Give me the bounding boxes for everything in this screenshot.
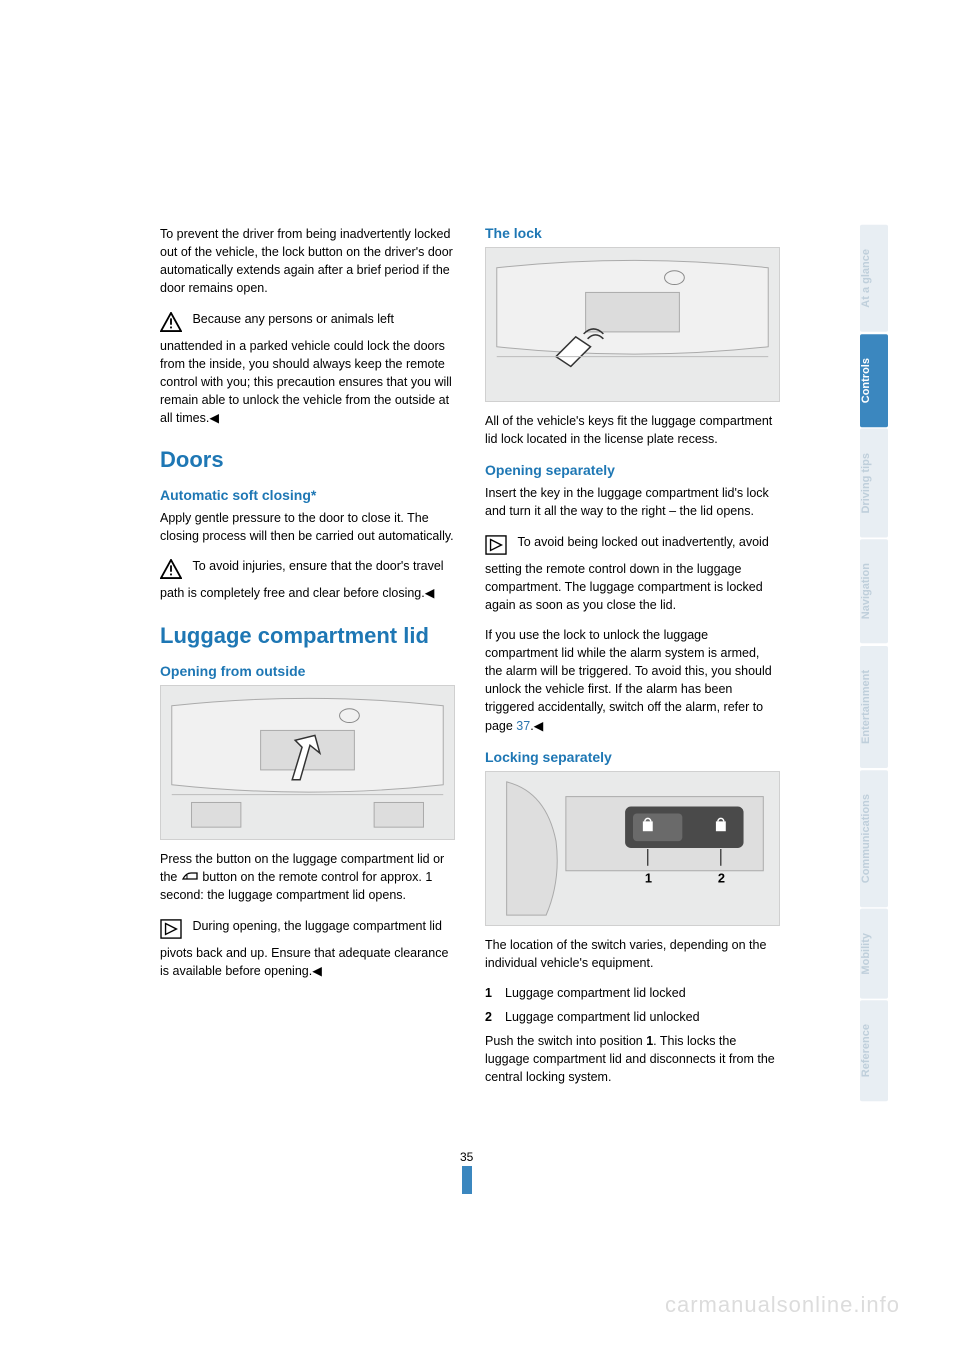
text-fragment: If you use the lock to unlock the luggag… xyxy=(485,628,772,733)
hint-text: During opening, the luggage compartment … xyxy=(160,919,448,978)
paragraph: Apply gentle pressure to the door to clo… xyxy=(160,509,455,545)
list-number: 2 xyxy=(485,1008,505,1026)
tab-reference[interactable]: Reference xyxy=(860,1000,888,1101)
paragraph: Push the switch into position 1. This lo… xyxy=(485,1032,780,1086)
paragraph: Insert the key in the luggage compartmen… xyxy=(485,484,780,520)
heading-opening-separately: Opening separately xyxy=(485,462,780,478)
paragraph: All of the vehicle's keys fit the luggag… xyxy=(485,412,780,448)
heading-locking-separately: Locking separately xyxy=(485,749,780,765)
heading-the-lock: The lock xyxy=(485,225,780,241)
watermark: carmanualsonline.info xyxy=(665,1292,900,1318)
illustration-trunk-open xyxy=(160,685,455,840)
list-text: Luggage compartment lid locked xyxy=(505,986,686,1000)
page-number-block: 35 xyxy=(460,1150,473,1194)
text-fragment: .◀ xyxy=(530,719,543,733)
tab-mobility[interactable]: Mobility xyxy=(860,909,888,999)
illustration-trunk-lock xyxy=(485,247,780,402)
tab-controls[interactable]: Controls xyxy=(860,334,888,427)
heading-text: Automatic soft closing* xyxy=(160,487,316,503)
svg-text:1: 1 xyxy=(645,870,652,885)
list-item: 2Luggage compartment lid unlocked xyxy=(485,1008,780,1026)
tab-driving-tips[interactable]: Driving tips xyxy=(860,429,888,538)
tab-at-a-glance[interactable]: At a glance xyxy=(860,225,888,332)
hint-note: To avoid being locked out inadvertently,… xyxy=(485,533,780,614)
paragraph: To prevent the driver from being inadver… xyxy=(160,225,455,298)
section-tabs: At a glance Controls Driving tips Naviga… xyxy=(860,225,888,1104)
paragraph: The location of the switch varies, depen… xyxy=(485,936,780,972)
list-number: 1 xyxy=(485,984,505,1002)
list-text: Luggage compartment lid unlocked xyxy=(505,1010,700,1024)
heading-doors: Doors xyxy=(160,447,455,473)
svg-text:2: 2 xyxy=(718,870,725,885)
tab-navigation[interactable]: Navigation xyxy=(860,539,888,643)
illustration-lock-switch: 1 2 xyxy=(485,771,780,926)
page: To prevent the driver from being inadver… xyxy=(0,0,960,1358)
paragraph: If you use the lock to unlock the luggag… xyxy=(485,626,780,735)
page-number-bar xyxy=(462,1166,472,1194)
text-fragment: button on the remote control for approx.… xyxy=(160,870,432,903)
hint-icon xyxy=(485,535,507,560)
warning-text: To avoid injuries, ensure that the door'… xyxy=(160,559,444,600)
right-column: The lock All of the vehicle's keys fit t… xyxy=(485,225,780,1099)
tab-communications[interactable]: Communications xyxy=(860,770,888,907)
hint-text: To avoid being locked out inadvertently,… xyxy=(485,535,769,612)
warning-note: Because any persons or animals left unat… xyxy=(160,310,455,428)
hint-note: During opening, the luggage compartment … xyxy=(160,917,455,980)
page-number: 35 xyxy=(460,1150,473,1164)
heading-auto-soft-closing: Automatic soft closing* xyxy=(160,487,455,503)
page-reference: 37 xyxy=(516,719,530,733)
tab-entertainment[interactable]: Entertainment xyxy=(860,646,888,768)
paragraph: Press the button on the luggage compartm… xyxy=(160,850,455,905)
list-item: 1Luggage compartment lid locked xyxy=(485,984,780,1002)
hint-icon xyxy=(160,919,182,944)
trunk-button-icon xyxy=(181,868,199,886)
warning-note: To avoid injuries, ensure that the door'… xyxy=(160,557,455,602)
heading-opening-outside: Opening from outside xyxy=(160,663,455,679)
warning-text: Because any persons or animals left unat… xyxy=(160,312,452,426)
content-area: To prevent the driver from being inadver… xyxy=(160,225,780,1099)
left-column: To prevent the driver from being inadver… xyxy=(160,225,455,992)
text-fragment: Push the switch into position xyxy=(485,1034,646,1048)
warning-icon xyxy=(160,559,182,584)
heading-luggage-lid: Luggage compartment lid xyxy=(160,623,455,649)
warning-icon xyxy=(160,312,182,337)
